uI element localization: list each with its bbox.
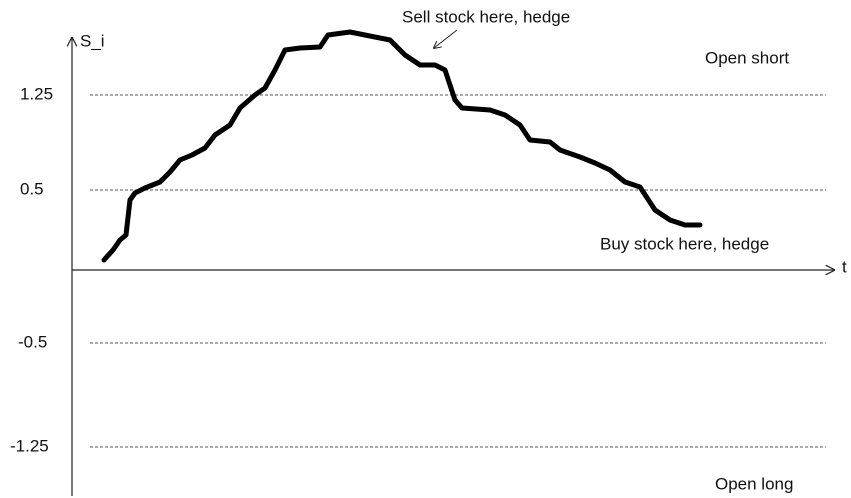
annotation: Sell stock here, hedge	[402, 7, 570, 26]
level-label: 0.5	[20, 179, 44, 198]
level-label: -1.25	[10, 436, 49, 455]
level-label: -0.5	[18, 332, 47, 351]
zone-label: Open long	[715, 474, 793, 493]
y-axis-label: S_i	[80, 31, 105, 50]
annotation-arrow	[434, 29, 458, 48]
zone-label: Open short	[705, 48, 789, 67]
x-axis-label: t	[842, 257, 847, 276]
level-label: 1.25	[20, 84, 53, 103]
annotation: Buy stock here, hedge	[600, 234, 769, 253]
price-curve	[101, 29, 703, 263]
